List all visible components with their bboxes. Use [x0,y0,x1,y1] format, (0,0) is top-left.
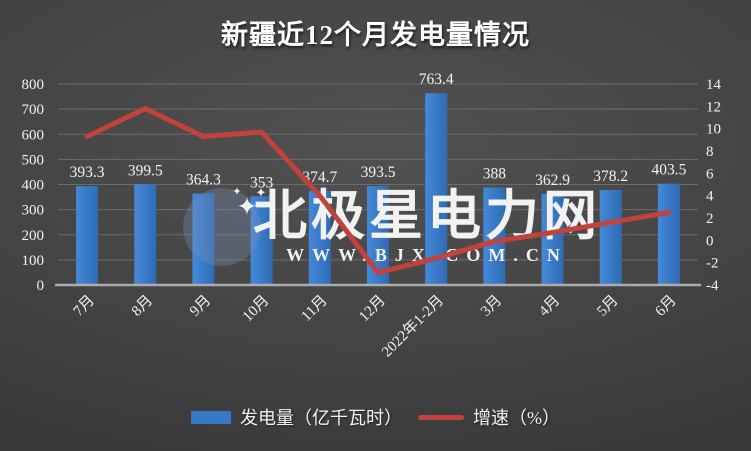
x-axis-label: 11月 [299,293,331,325]
left-axis-tick-label: 700 [22,102,45,118]
star-icon: ✦ [237,194,258,221]
left-axis-tick-label: 0 [37,278,45,294]
bar-value-label: 388 [483,166,507,183]
star-icon: ✦ [232,186,241,198]
bar-8月 [134,184,157,285]
right-axis-tick-label: 12 [706,99,721,115]
x-axis-label: 7月 [71,293,98,320]
left-axis-tick-label: 100 [22,253,45,269]
watermark-logo-circle [183,188,261,266]
bar-6月 [657,183,680,285]
right-axis-tick-label: 6 [706,166,714,182]
legend-line-label: 增速（%） [473,408,560,428]
bar-9月 [192,193,215,285]
right-axis-tick-label: 2 [706,211,714,227]
x-axis-label: 9月 [187,293,214,320]
bar-10月 [250,196,273,285]
right-axis-tick-label: 10 [706,122,721,138]
x-axis-label: 12月 [356,293,389,326]
right-axis-tick-label: -4 [706,278,719,294]
x-axis-label: 6月 [653,293,680,320]
bar-7月 [76,186,99,285]
right-axis-tick-label: 0 [706,233,714,249]
bar-2022年1-2月 [425,93,448,286]
right-axis-tick-label: 4 [706,189,714,205]
chart-title: 新疆近12个月发电量情况 [221,20,530,50]
bar-5月 [599,189,622,285]
x-axis-label: 3月 [478,293,505,320]
watermark-brand-text: 北极星电力网 [253,186,601,246]
bar-value-label: 353 [250,174,274,191]
right-axis-tick-label: 14 [706,77,722,93]
bar-11月 [308,190,331,285]
bar-value-label: 399.5 [128,163,163,180]
legend-bar-label: 发电量（亿千瓦时） [240,408,402,428]
right-axis-tick-label: -2 [706,256,719,272]
left-axis-tick-label: 600 [22,127,45,143]
bar-value-label: 364.3 [186,171,221,188]
bar-value-label: 374.7 [302,169,337,186]
bar-value-label: 393.5 [361,164,396,181]
bar-value-label: 763.4 [419,71,454,88]
bar-4月 [541,193,564,285]
bar-value-label: 393.3 [70,164,105,181]
watermark-url-text: WWW.BJX.COM.CN [286,245,568,265]
left-axis-tick-label: 500 [22,152,45,168]
legend-line-swatch [418,414,464,420]
bar-3月 [483,187,506,285]
x-axis-label: 5月 [594,293,621,320]
right-axis-tick-label: 8 [706,144,714,160]
x-axis-label: 2022年1-2月 [378,292,447,361]
bar-value-label: 378.2 [593,168,628,185]
bar-12月 [367,186,389,285]
x-axis-label: 4月 [536,293,563,320]
growth-line [84,106,672,276]
star-icon: ✦ [256,185,267,200]
bar-value-label: 362.9 [535,172,570,189]
bar-value-label: 403.5 [651,162,686,179]
left-axis-tick-label: 300 [22,203,45,219]
x-axis-label: 8月 [129,293,156,320]
left-axis-tick-label: 800 [22,77,45,93]
left-axis-tick-label: 400 [22,178,45,194]
left-axis-tick-label: 200 [22,228,45,244]
x-axis-label: 10月 [240,293,273,326]
chart-legend: 发电量（亿千瓦时） 增速（%） [0,404,751,430]
legend-bar-swatch [191,410,231,424]
